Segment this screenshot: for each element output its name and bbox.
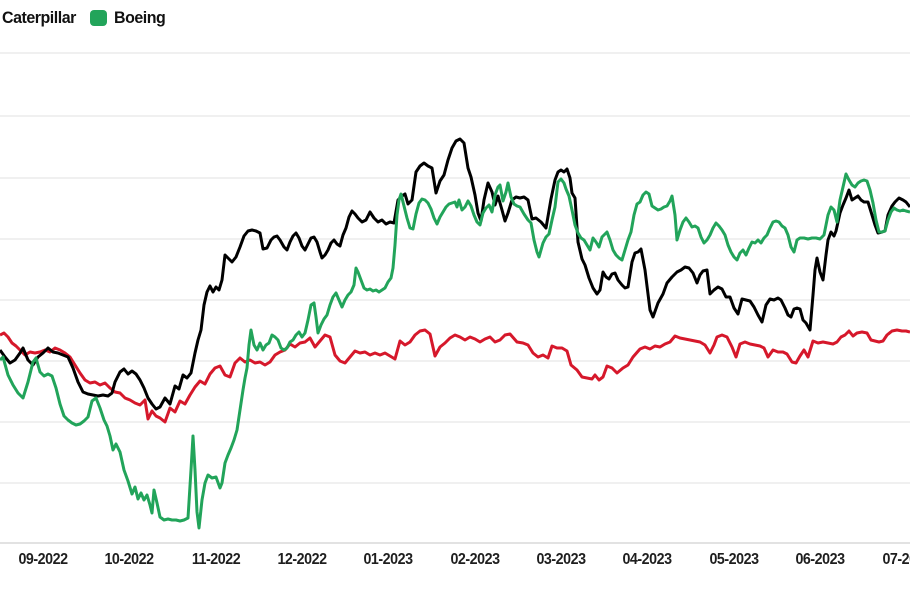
x-axis-label: 02-2023 (450, 551, 500, 568)
legend-label-caterpillar: Caterpillar (2, 8, 76, 27)
boeing-swatch-icon (89, 10, 107, 26)
x-axis-label: 09-2022 (18, 551, 68, 568)
x-axis-label: 01-2023 (363, 551, 413, 568)
legend-item-boeing: Boeing (89, 8, 169, 28)
x-axis-label: 03-2023 (536, 551, 586, 568)
legend-label-boeing: Boeing (113, 8, 166, 27)
x-axis-label: 06-2023 (795, 551, 845, 568)
x-axis-label: 07-2023 (882, 551, 910, 568)
x-axis-label: 12-2022 (277, 551, 327, 568)
series-line-boeing (0, 172, 910, 530)
series-line-caterpillar (0, 137, 910, 411)
legend-item-caterpillar: Caterpillar (2, 8, 81, 28)
series-line-unlabeled (0, 328, 910, 424)
x-axis-label: 10-2022 (104, 551, 154, 568)
x-axis: 09-2022 10-2022 11-2022 12-2022 01-2023 02-20… (0, 551, 910, 575)
x-axis-label: 04-2023 (622, 551, 672, 568)
legend: Caterpillar Boeing (2, 8, 168, 28)
x-axis-label: 11-2022 (191, 551, 241, 568)
x-axis-label: 05-2023 (709, 551, 759, 568)
